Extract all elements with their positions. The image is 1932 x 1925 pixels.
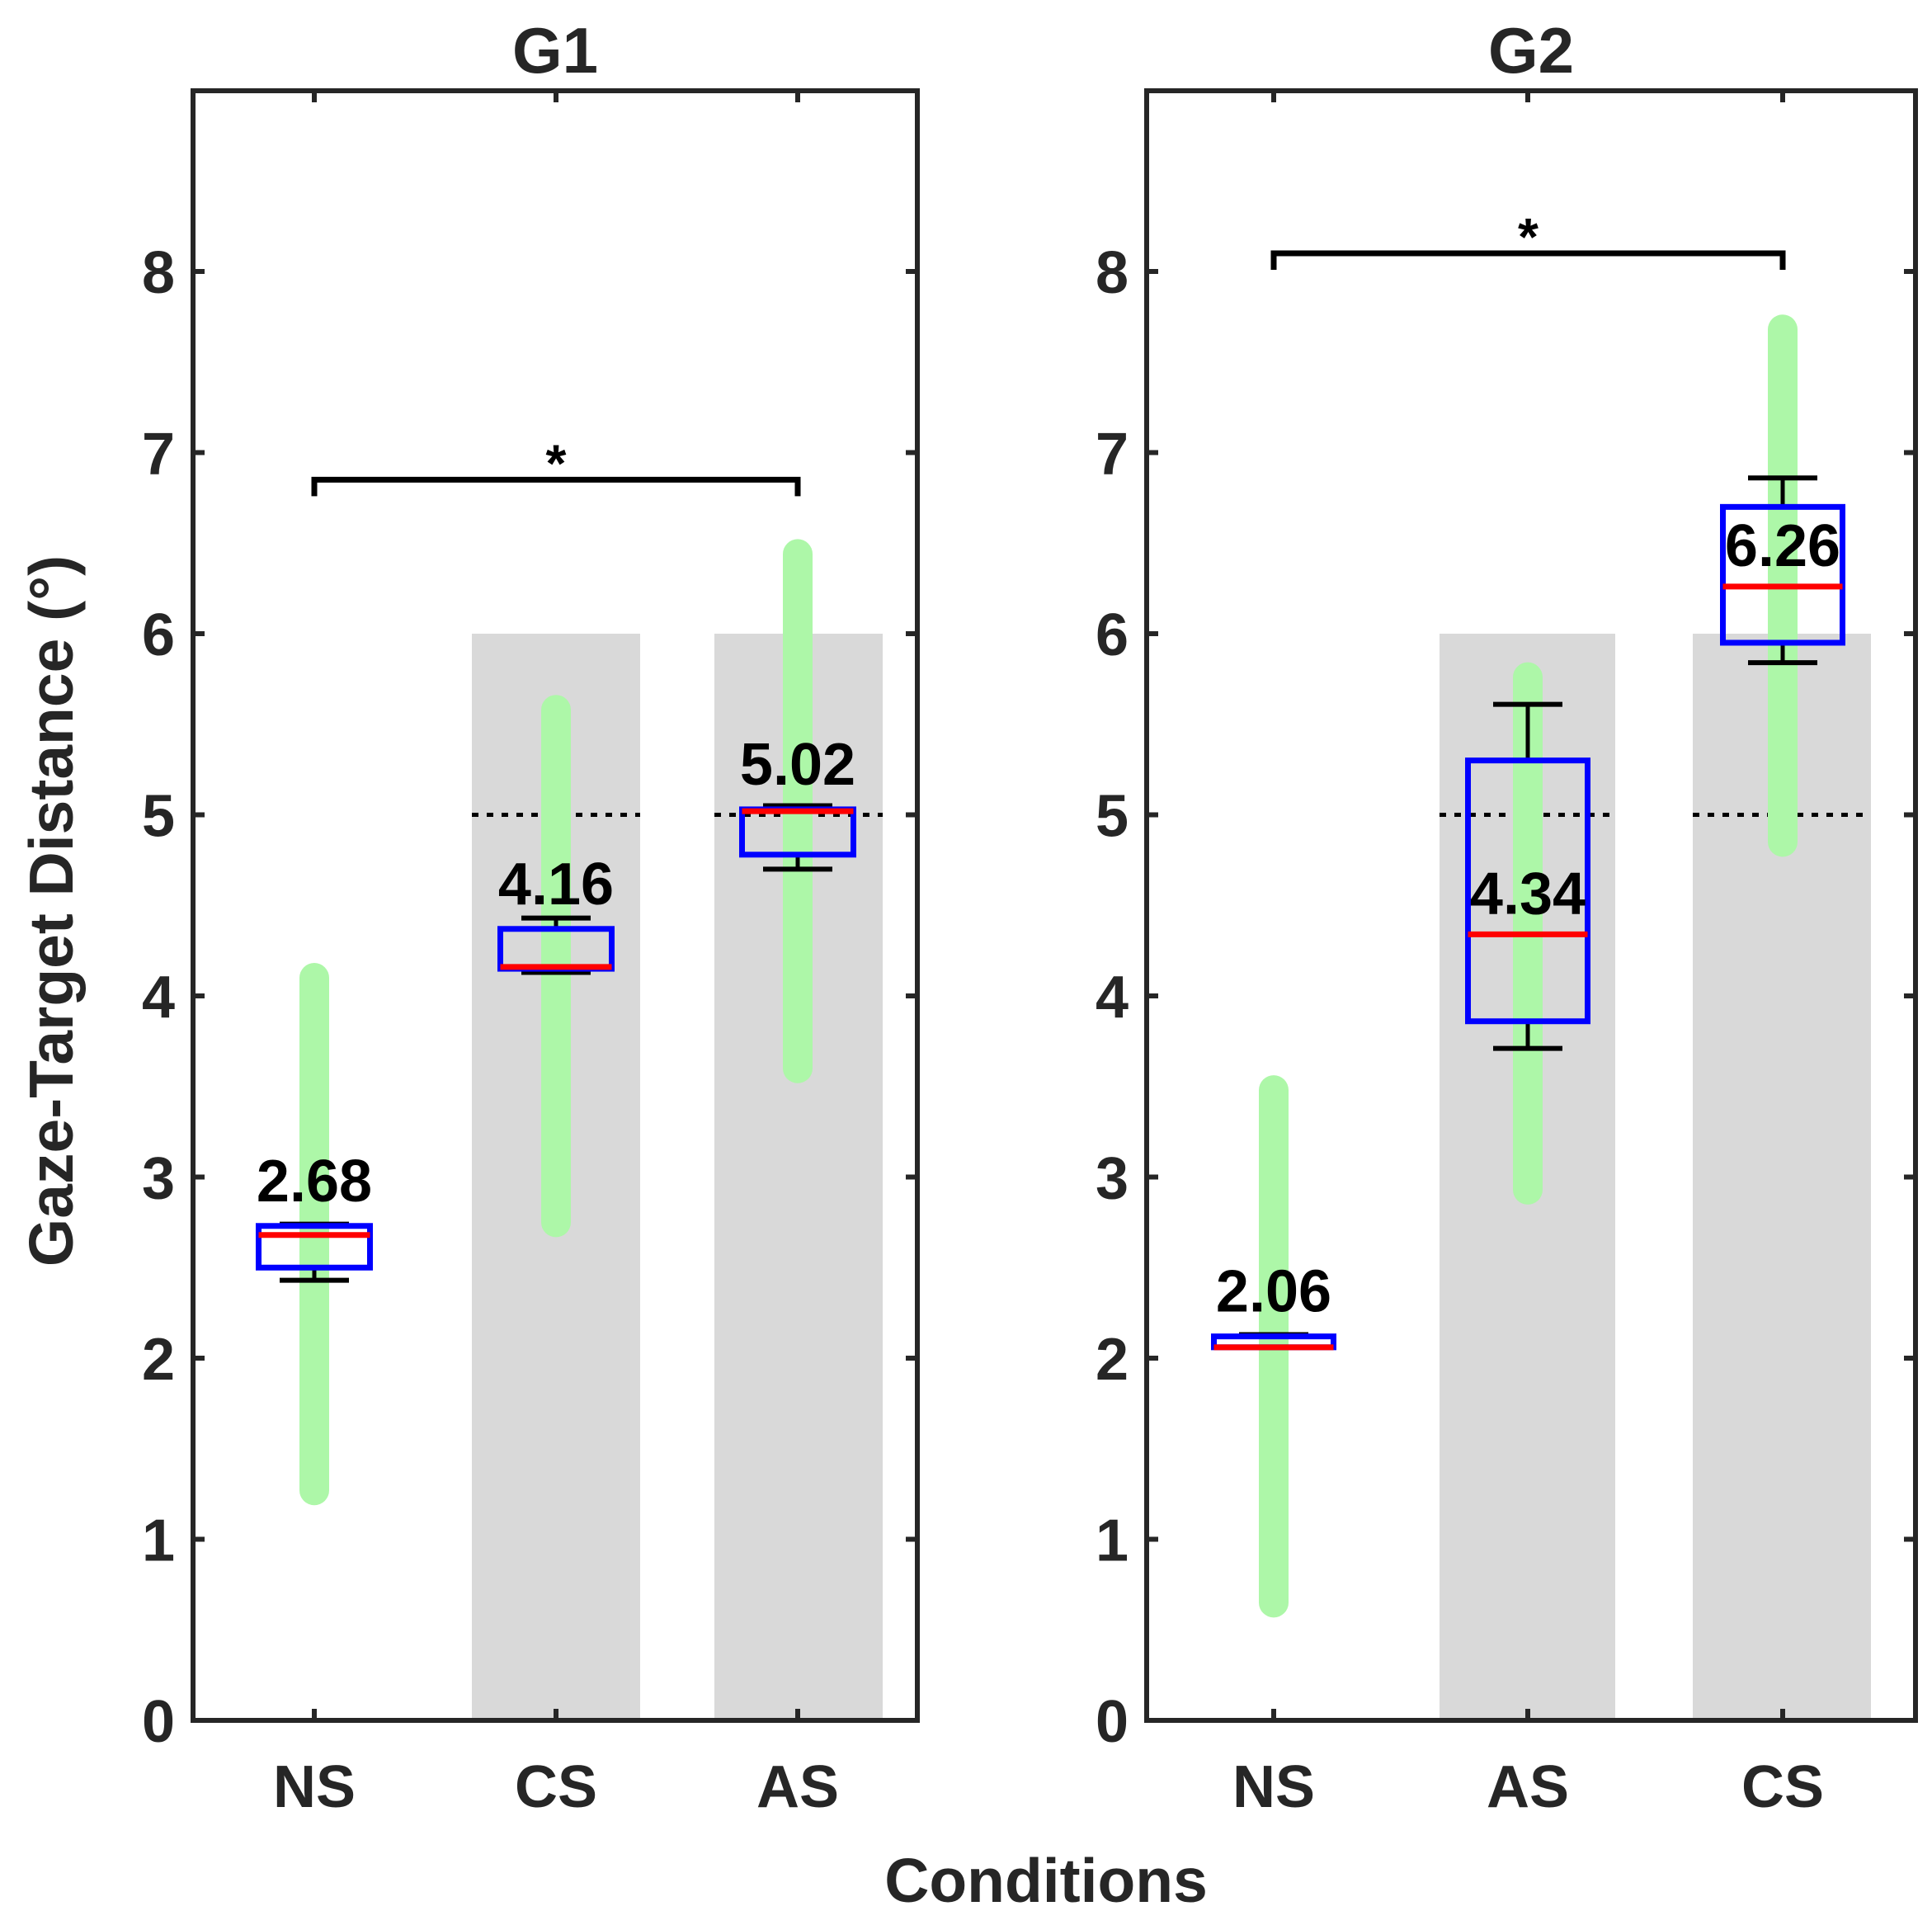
y-tick-label: 5: [142, 784, 175, 850]
y-tick-label: 7: [1096, 422, 1129, 488]
y-tick-label: 0: [1096, 1689, 1129, 1755]
y-tick-label: 3: [142, 1146, 175, 1212]
x-tick-label: AS: [1487, 1754, 1569, 1820]
x-tick-label: CS: [1741, 1754, 1824, 1820]
panel-title: G2: [1488, 14, 1574, 87]
significance-star: *: [1518, 207, 1539, 267]
median-value-label: 5.02: [740, 732, 855, 798]
y-tick-label: 1: [1096, 1508, 1129, 1574]
axes-frame: [1144, 88, 1918, 1723]
y-tick-label: 4: [142, 965, 175, 1031]
x-axis-label: Conditions: [884, 1846, 1208, 1915]
x-tick-label: AS: [756, 1754, 839, 1820]
significance-bracket: [1270, 250, 1786, 271]
y-tick-label: 7: [142, 422, 175, 488]
y-tick-label: 6: [142, 602, 175, 668]
median-value-label: 4.34: [1470, 861, 1586, 927]
y-tick-label: 2: [142, 1327, 175, 1393]
box-iqr: [1465, 757, 1590, 1025]
y-tick-label: 6: [1096, 602, 1129, 668]
y-tick-label: 5: [1096, 784, 1129, 850]
y-tick-label: 8: [142, 240, 175, 306]
box-iqr: [1720, 503, 1845, 646]
y-tick-label: 2: [1096, 1327, 1129, 1393]
median-value-label: 2.68: [257, 1149, 372, 1215]
significance-star: *: [546, 433, 567, 493]
y-tick-label: 0: [142, 1689, 175, 1755]
y-tick-label: 4: [1096, 965, 1129, 1031]
x-tick-label: NS: [273, 1754, 356, 1820]
x-tick-label: CS: [515, 1754, 597, 1820]
median-value-label: 4.16: [498, 852, 614, 918]
y-tick-label: 3: [1096, 1146, 1129, 1212]
y-tick-label: 8: [1096, 240, 1129, 306]
median-value-label: 2.06: [1216, 1259, 1331, 1325]
panel-title: G1: [512, 14, 598, 87]
significance-bracket: [311, 476, 801, 497]
box-iqr: [256, 1223, 373, 1271]
y-tick-label: 1: [142, 1508, 175, 1574]
median-value-label: 6.26: [1725, 513, 1840, 579]
y-axis-label: Gaze-Target Distance (°): [16, 555, 86, 1267]
x-tick-label: NS: [1232, 1754, 1315, 1820]
